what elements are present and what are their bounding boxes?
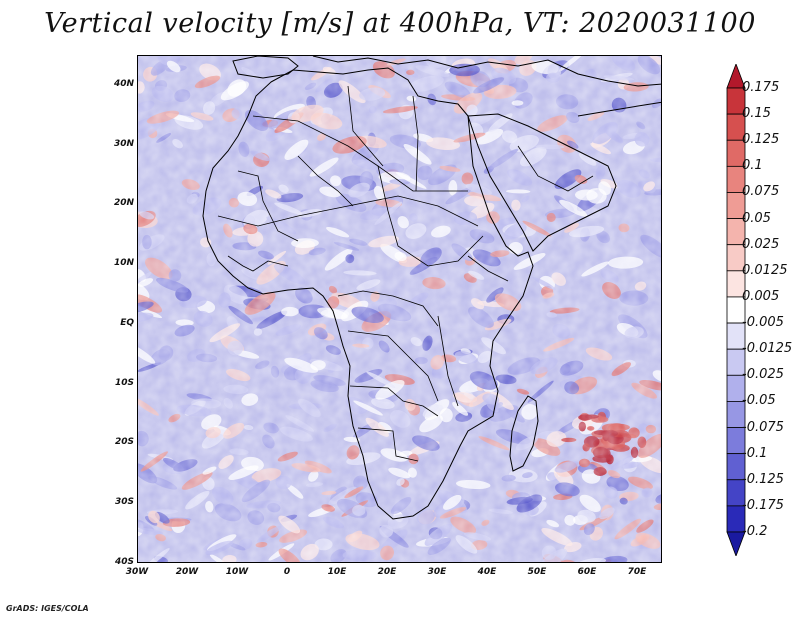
border-horn xyxy=(467,255,509,282)
persia-coastline xyxy=(577,101,661,117)
colorbar-level-label: -0.025 xyxy=(742,367,784,383)
lon-tick-label: 50E xyxy=(527,567,547,577)
lon-tick-label: 20W xyxy=(175,567,199,577)
colorbar-level-label: -0.175 xyxy=(742,497,784,513)
border-libya xyxy=(347,85,384,167)
colorbar-level-label: -0.005 xyxy=(742,315,784,331)
border-egypt xyxy=(412,95,419,192)
europe-coastline xyxy=(312,56,661,87)
colorbar-level-label: -0.0125 xyxy=(742,341,793,357)
border-namibia-botswana xyxy=(357,427,419,462)
lat-tick-label: 10S xyxy=(114,377,134,388)
map-panel xyxy=(137,55,662,563)
arabia-coastline xyxy=(467,113,617,252)
colorbar-level-label: -0.2 xyxy=(742,524,768,539)
colorbar-level-label: -0.1 xyxy=(742,445,768,461)
chart-title: Vertical velocity [m/s] at 400hPa, VT: 2… xyxy=(44,8,756,39)
colorbar-level-label: 0.075 xyxy=(742,184,780,200)
coastlines xyxy=(202,56,661,520)
grads-credit: GrADS: IGES/COLA xyxy=(6,604,89,613)
lat-tick-label: 20S xyxy=(114,437,134,448)
lon-tick-label: 60E xyxy=(577,567,597,577)
lon-tick-label: 40E xyxy=(477,567,497,577)
border-arabia-inner xyxy=(517,145,594,192)
colorbar-swatch xyxy=(726,531,746,556)
lat-tick-label: 30S xyxy=(114,497,134,508)
border-west-africa xyxy=(227,255,289,272)
border-sahara-north xyxy=(252,115,468,192)
field-texture xyxy=(138,56,661,562)
lon-tick-label: 10E xyxy=(327,567,347,577)
border-congo xyxy=(347,330,439,402)
border-sudan xyxy=(377,165,484,267)
lon-tick-label: 70E xyxy=(627,567,647,577)
lat-tick-label: 20N xyxy=(113,198,134,209)
colorbar-level-label: 0.125 xyxy=(742,132,780,148)
lon-tick-label: 10W xyxy=(225,567,249,577)
colorbar-level-label: -0.05 xyxy=(742,393,776,409)
colorbar-level-label: -0.075 xyxy=(742,419,784,435)
lon-tick-label: 30E xyxy=(427,567,447,577)
iberia-coastline xyxy=(232,56,299,79)
lon-tick-label: 30W xyxy=(125,567,149,577)
colorbar-level-label: 0.175 xyxy=(742,80,780,95)
colorbar-level-label: 0.005 xyxy=(742,288,780,304)
colorbar-level-label: 0.05 xyxy=(742,210,771,226)
colorbar xyxy=(726,64,746,556)
lat-tick-label: EQ xyxy=(120,317,134,328)
colorbar-level-label: -0.125 xyxy=(742,471,784,487)
africa-coastline xyxy=(202,67,534,520)
colorbar-level-label: 0.1 xyxy=(742,158,763,174)
border-sahel xyxy=(217,195,479,227)
lat-tick-label: 30N xyxy=(113,138,134,149)
border-angola-zambia xyxy=(349,385,439,417)
lat-tick-label: 10N xyxy=(113,258,134,269)
border-central-africa xyxy=(337,290,439,327)
border-niger xyxy=(297,155,354,207)
border-mali xyxy=(237,170,299,242)
border-lakes xyxy=(437,315,459,407)
lat-tick-label: 40N xyxy=(113,78,134,89)
colorbar-level-label: 0.0125 xyxy=(742,262,788,278)
colorbar-level-label: 0.15 xyxy=(742,106,771,122)
colorbar-level-label: 0.025 xyxy=(742,236,780,252)
country-borders xyxy=(217,85,594,462)
lon-tick-label: 0 xyxy=(283,567,291,577)
lon-tick-label: 20E xyxy=(377,567,397,577)
velocity-field-map xyxy=(138,56,661,562)
madagascar-coastline xyxy=(509,395,539,472)
lat-tick-label: 40S xyxy=(114,557,134,567)
